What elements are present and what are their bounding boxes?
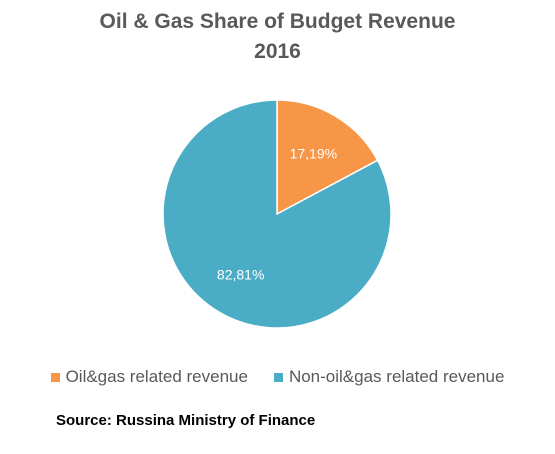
legend-label: Oil&gas related revenue — [65, 367, 248, 386]
legend-item-oil-gas: Oil&gas related revenue — [50, 367, 248, 387]
legend-swatch — [273, 372, 283, 382]
pie-slice — [276, 99, 379, 216]
legend-swatch — [50, 372, 60, 382]
chart-subtitle: 2016 — [254, 40, 301, 63]
legend-label: Non-oil&gas related revenue — [288, 367, 505, 386]
source-note: Source: Russina Ministry of Finance — [56, 412, 316, 429]
legend: Oil&gas related revenue Non-oil&gas rela… — [0, 367, 555, 387]
pie-data-label: 82,81% — [217, 267, 264, 283]
chart-title: Oil & Gas Share of Budget Revenue — [99, 10, 456, 33]
pie-slice — [162, 99, 392, 329]
pie-data-label: 17,19% — [290, 145, 337, 161]
legend-item-non-oil-gas: Non-oil&gas related revenue — [273, 367, 505, 387]
